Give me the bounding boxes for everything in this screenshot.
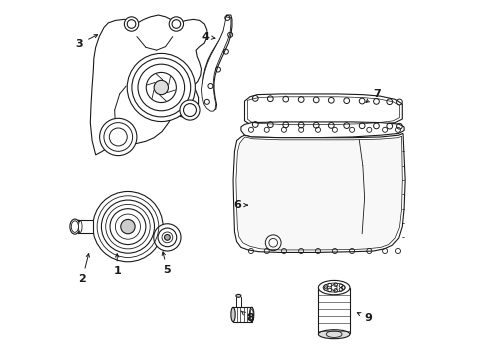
- Text: 9: 9: [357, 312, 371, 323]
- Polygon shape: [202, 15, 231, 110]
- Text: 2: 2: [79, 254, 89, 284]
- Ellipse shape: [249, 307, 253, 321]
- Circle shape: [154, 80, 168, 95]
- Polygon shape: [235, 136, 402, 250]
- Circle shape: [93, 192, 163, 262]
- Text: 7: 7: [365, 89, 380, 102]
- Circle shape: [100, 118, 137, 156]
- Text: 8: 8: [241, 311, 253, 323]
- Circle shape: [180, 100, 200, 120]
- Text: 4: 4: [201, 32, 214, 41]
- Text: 5: 5: [162, 252, 171, 275]
- Ellipse shape: [78, 221, 82, 232]
- Text: 3: 3: [76, 35, 98, 49]
- Polygon shape: [318, 288, 349, 333]
- Text: 6: 6: [233, 200, 246, 210]
- Circle shape: [164, 234, 170, 240]
- Polygon shape: [90, 15, 206, 155]
- Ellipse shape: [70, 219, 80, 234]
- Ellipse shape: [235, 294, 241, 297]
- Circle shape: [169, 17, 183, 31]
- Circle shape: [153, 224, 181, 251]
- Circle shape: [127, 53, 195, 122]
- Polygon shape: [201, 17, 230, 111]
- Polygon shape: [244, 94, 402, 127]
- Ellipse shape: [318, 280, 349, 295]
- Polygon shape: [78, 220, 93, 233]
- Ellipse shape: [230, 307, 235, 321]
- Ellipse shape: [77, 220, 80, 233]
- Circle shape: [124, 17, 139, 31]
- Circle shape: [121, 220, 135, 234]
- Polygon shape: [233, 134, 405, 252]
- Polygon shape: [233, 307, 251, 321]
- Text: 1: 1: [113, 254, 121, 276]
- Ellipse shape: [318, 330, 349, 339]
- Circle shape: [158, 228, 176, 247]
- Polygon shape: [241, 122, 403, 138]
